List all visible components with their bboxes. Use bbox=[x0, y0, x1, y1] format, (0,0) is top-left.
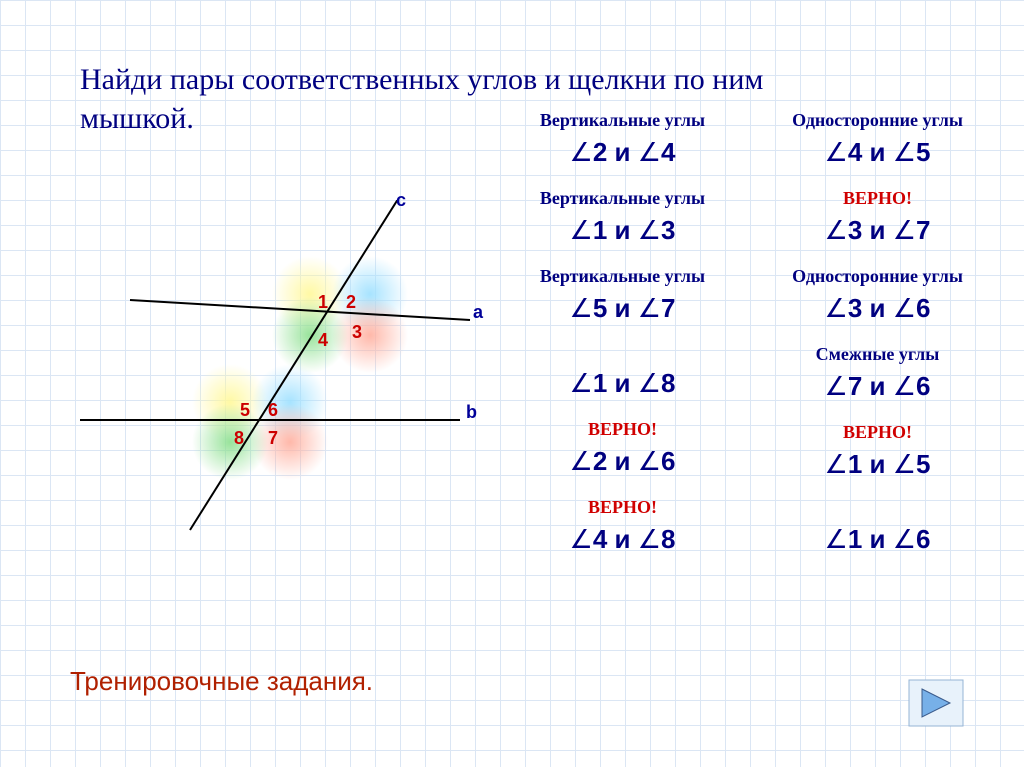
angle-pair[interactable]: ∠5 и ∠7 bbox=[540, 291, 705, 326]
angle-1: 1 bbox=[318, 292, 328, 313]
angle-pair[interactable]: ∠4 и ∠5 bbox=[792, 135, 963, 170]
angle-6: 6 bbox=[268, 400, 278, 421]
line-label-a: a bbox=[473, 302, 483, 323]
angle-pair[interactable]: ∠1 и ∠3 bbox=[540, 213, 705, 248]
angle-pair[interactable]: ∠1 и ∠8 bbox=[566, 366, 680, 401]
answer-group: Односторонние углы ∠3 и ∠6 bbox=[792, 266, 963, 326]
answer-group: ВЕРНО! ∠3 и ∠7 bbox=[821, 188, 935, 248]
angle-pair[interactable]: ∠2 и ∠4 bbox=[540, 135, 705, 170]
angle-2: 2 bbox=[346, 292, 356, 313]
answer-group: Вертикальные углы ∠1 и ∠3 bbox=[540, 188, 705, 248]
angle-type-label: Вертикальные углы bbox=[540, 188, 705, 209]
angle-type-label: Односторонние углы bbox=[792, 110, 963, 131]
answers-col-right: Односторонние углы ∠4 и ∠5 ВЕРНО! ∠3 и ∠7 Од… bbox=[765, 110, 990, 575]
angle-3: 3 bbox=[352, 322, 362, 343]
answer-group: ВЕРНО! ∠1 и ∠5 bbox=[821, 422, 935, 482]
answer-group: ВЕРНО! ∠4 и ∠8 bbox=[566, 497, 680, 557]
angle-7: 7 bbox=[268, 428, 278, 449]
footer-text: Тренировочные задания. bbox=[70, 666, 373, 697]
diagram-svg bbox=[40, 200, 500, 540]
correct-label: ВЕРНО! bbox=[821, 422, 935, 443]
answer-group: Односторонние углы ∠4 и ∠5 bbox=[792, 110, 963, 170]
line-label-b: b bbox=[466, 402, 477, 423]
line-label-c: c bbox=[396, 190, 406, 211]
answer-group: Смежные углы ∠7 и ∠6 bbox=[816, 344, 940, 404]
next-button[interactable] bbox=[908, 679, 964, 727]
correct-label: ВЕРНО! bbox=[566, 497, 680, 518]
angle-pair[interactable]: ∠4 и ∠8 bbox=[566, 522, 680, 557]
angle-pair[interactable]: ∠3 и ∠6 bbox=[792, 291, 963, 326]
angle-pair[interactable]: ∠1 и ∠6 bbox=[821, 522, 935, 557]
angle-pair[interactable]: ∠1 и ∠5 bbox=[821, 447, 935, 482]
angle-8: 8 bbox=[234, 428, 244, 449]
angle-pair[interactable]: ∠3 и ∠7 bbox=[821, 213, 935, 248]
angle-4: 4 bbox=[318, 330, 328, 351]
angle-type-label: Вертикальные углы bbox=[540, 110, 705, 131]
angle-pair[interactable]: ∠2 и ∠6 bbox=[566, 444, 680, 479]
answer-group: ∠1 и ∠6 bbox=[821, 500, 935, 557]
answer-group: ВЕРНО! ∠2 и ∠6 bbox=[566, 419, 680, 479]
angle-diagram: 1 2 3 4 5 6 7 8 c a b bbox=[40, 200, 500, 540]
answers-panel: Вертикальные углы∠2 и ∠4Вертикальные угл… bbox=[510, 110, 990, 575]
correct-label: ВЕРНО! bbox=[821, 188, 935, 209]
angle-pair[interactable]: ∠7 и ∠6 bbox=[816, 369, 940, 404]
angle-type-label: Односторонние углы bbox=[792, 266, 963, 287]
answer-group: Вертикальные углы ∠2 и ∠4 bbox=[540, 110, 705, 170]
arrow-right-icon bbox=[908, 679, 964, 727]
angle-5: 5 bbox=[240, 400, 250, 421]
angle-type-label: Смежные углы bbox=[816, 344, 940, 365]
correct-label: ВЕРНО! bbox=[566, 419, 680, 440]
answer-group: Вертикальные углы ∠5 и ∠7 bbox=[540, 266, 705, 326]
answer-group: ∠1 и ∠8 bbox=[566, 344, 680, 401]
answers-col-left: Вертикальные углы∠2 и ∠4Вертикальные угл… bbox=[510, 110, 735, 575]
angle-type-label: Вертикальные углы bbox=[540, 266, 705, 287]
